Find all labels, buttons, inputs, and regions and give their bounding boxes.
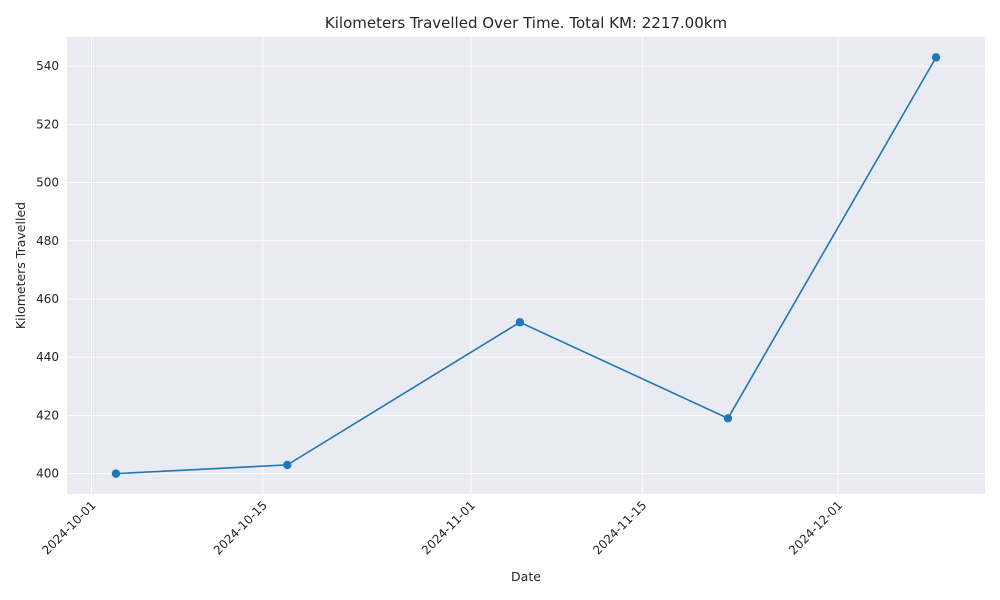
chart-title: Kilometers Travelled Over Time. Total KM…: [325, 14, 727, 32]
x-tick-label: 2024-11-15: [590, 498, 649, 557]
grid-lines: [67, 37, 985, 494]
y-tick-label: 440: [36, 350, 59, 364]
x-tick-label: 2024-10-01: [39, 498, 98, 557]
y-tick-labels: 400 420 440 460 480 500 520 540: [36, 59, 59, 481]
y-tick-label: 420: [36, 408, 59, 422]
y-tick-label: 500: [36, 176, 59, 190]
data-point: [515, 318, 525, 327]
data-point: [283, 460, 292, 470]
y-tick-label: 520: [36, 117, 59, 131]
x-tick-labels: 2024-10-01 2024-10-15 2024-11-01 2024-11-15…: [39, 498, 845, 557]
data-point: [931, 53, 941, 62]
data-point: [111, 469, 121, 478]
x-axis-label: Date: [511, 569, 541, 584]
y-tick-label: 460: [36, 292, 59, 306]
y-axis-label: Kilometers Travelled: [13, 202, 28, 329]
data-point: [723, 414, 733, 423]
x-tick-label: 2024-12-01: [786, 498, 845, 557]
y-tick-label: 540: [36, 59, 59, 73]
plot-area: [67, 37, 985, 494]
x-tick-label: 2024-11-01: [419, 498, 478, 557]
series-layer: [111, 53, 941, 478]
y-tick-label: 480: [36, 234, 59, 248]
y-tick-label: 400: [36, 467, 59, 481]
x-tick-label: 2024-10-15: [211, 498, 270, 557]
